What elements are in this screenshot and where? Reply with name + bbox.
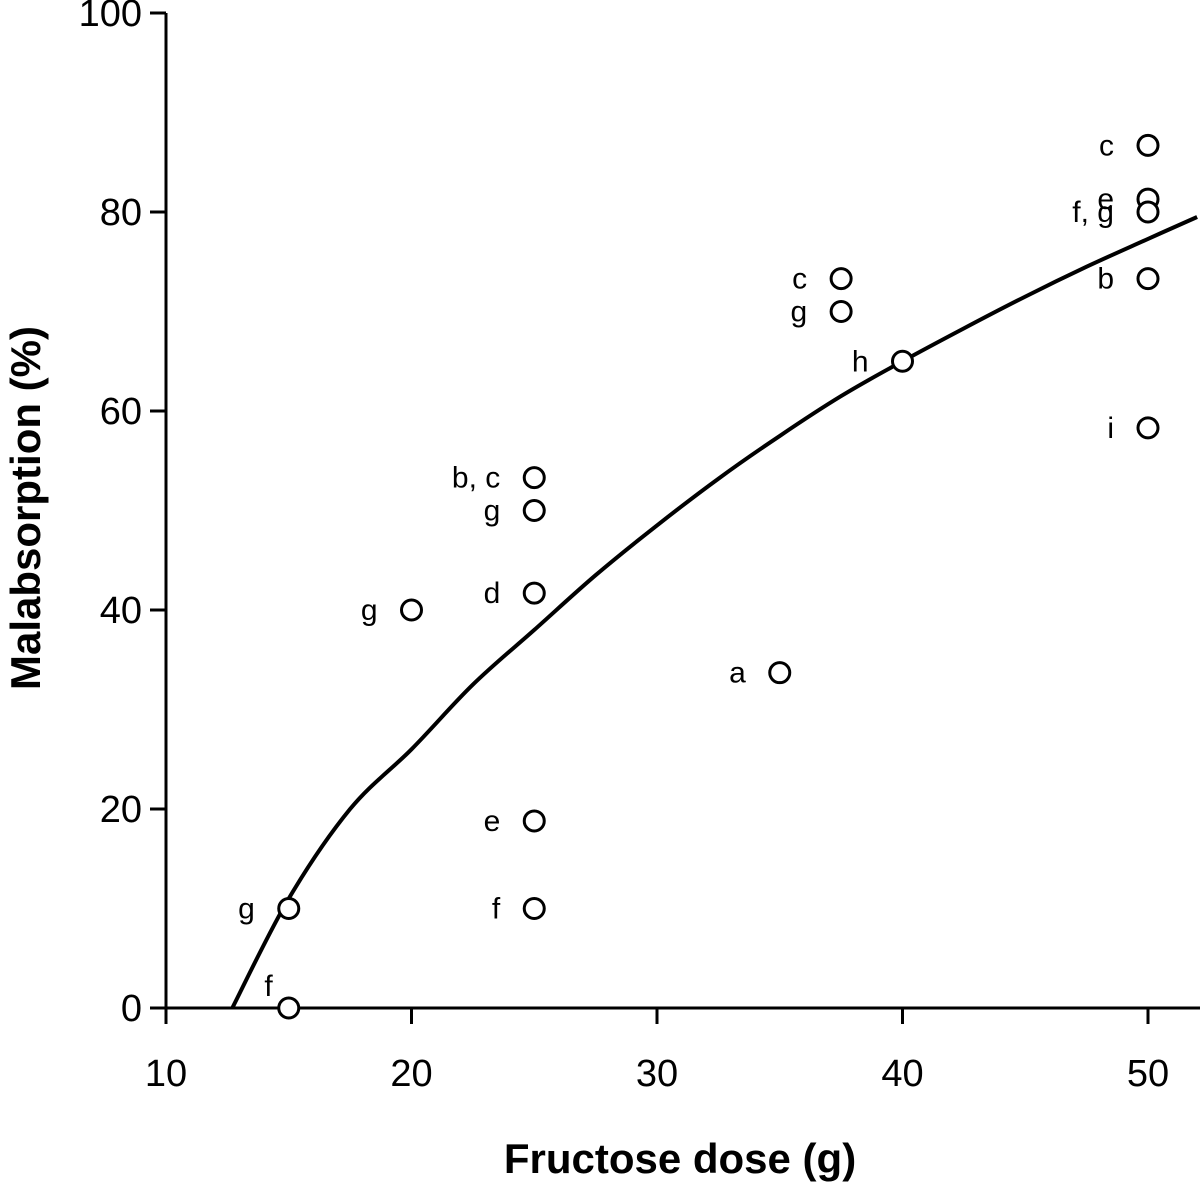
- data-point-label: c: [792, 263, 807, 296]
- x-ticks: 10 20 30 40 50: [145, 1008, 1169, 1095]
- data-point: [829, 300, 853, 323]
- data-point: [891, 349, 914, 373]
- y-tick-label: 0: [121, 988, 142, 1030]
- data-point-label: c: [1099, 129, 1114, 162]
- x-tick-label: 40: [881, 1053, 923, 1095]
- data-point-label: f: [264, 970, 273, 1003]
- y-tick-label: 80: [100, 192, 142, 234]
- y-tick-label: 60: [100, 391, 142, 433]
- data-point: [1136, 133, 1160, 157]
- data-point: [522, 466, 546, 490]
- data-point-label: g: [238, 893, 255, 926]
- data-point-label: a: [729, 657, 746, 690]
- data-point-label: i: [1107, 412, 1114, 445]
- x-axis-title: Fructose dose (g): [504, 1135, 856, 1182]
- data-point-label: e: [484, 805, 501, 838]
- data-point-label: f: [492, 893, 501, 926]
- data-point-label: g: [484, 495, 501, 528]
- data-point: [522, 581, 546, 605]
- data-point: [1136, 416, 1160, 440]
- data-point: [1136, 200, 1160, 224]
- data-point-label: e: [1097, 183, 1114, 216]
- x-tick-label: 50: [1127, 1053, 1169, 1095]
- x-tick-label: 20: [390, 1053, 432, 1095]
- fit-curve: [230, 215, 1198, 1009]
- data-point-label: f, g: [1072, 196, 1114, 229]
- y-tick-label: 40: [100, 590, 142, 632]
- data-point-label: g: [361, 594, 378, 627]
- y-axis-title: Malabsorption (%): [2, 326, 49, 690]
- y-tick-label: 20: [100, 789, 142, 831]
- data-point-label: h: [852, 345, 869, 378]
- data-point: [277, 897, 301, 920]
- y-tick-label: 100: [79, 0, 142, 35]
- axes: [164, 13, 1200, 1010]
- data-point: [522, 809, 546, 833]
- data-point: [768, 661, 792, 685]
- data-point: [277, 996, 301, 1020]
- data-point-label: b, c: [452, 462, 500, 495]
- data-point: [522, 499, 546, 522]
- x-tick-label: 10: [145, 1053, 187, 1095]
- data-point: [1136, 267, 1160, 291]
- data-point: [400, 598, 423, 622]
- data-point: [522, 897, 546, 920]
- data-point-label: d: [484, 577, 501, 610]
- data-point: [829, 267, 853, 291]
- data-point-label: b: [1097, 263, 1114, 296]
- y-ticks: 0 20 40 60 80 100: [79, 0, 166, 1030]
- x-tick-label: 30: [636, 1053, 678, 1095]
- data-point-label: g: [790, 296, 807, 329]
